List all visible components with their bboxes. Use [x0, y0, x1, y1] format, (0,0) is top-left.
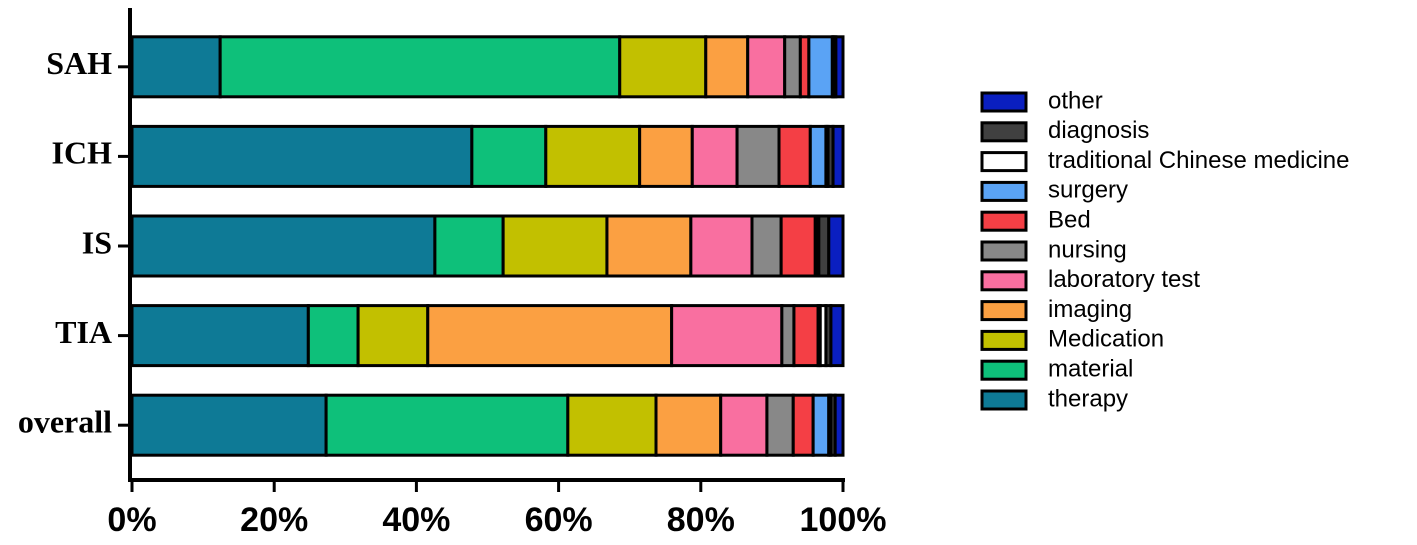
- bar-segment: [130, 304, 310, 368]
- bar-segment: [834, 35, 845, 99]
- bar-segment: [791, 393, 815, 457]
- legend-swatch: [980, 240, 1028, 262]
- bar-segment: [130, 214, 437, 278]
- bar-segment: [433, 214, 505, 278]
- legend-label: nursing: [1048, 236, 1127, 263]
- bar-segment: [779, 214, 817, 278]
- bar-segment: [618, 35, 708, 99]
- bar-segment: [811, 393, 831, 457]
- bar-segment: [750, 214, 783, 278]
- x-tick-label: 100%: [800, 501, 887, 539]
- x-tick-label: 40%: [382, 501, 450, 539]
- bar-segment: [777, 124, 812, 188]
- category-label: TIA: [55, 314, 112, 350]
- bar-segment: [130, 124, 474, 188]
- legend-label: surgery: [1048, 177, 1128, 204]
- bar-segment: [426, 304, 674, 368]
- bar-segment: [324, 393, 570, 457]
- legend-swatch: [980, 151, 1028, 173]
- bar-segment: [670, 304, 784, 368]
- legend-swatch: [980, 389, 1028, 411]
- legend-label: therapy: [1048, 385, 1128, 412]
- bar-segment: [765, 393, 795, 457]
- bar-segment: [831, 124, 845, 188]
- bar-segment: [689, 214, 754, 278]
- bar-segment: [827, 214, 845, 278]
- bar-segment: [829, 304, 845, 368]
- legend-label: material: [1048, 356, 1133, 383]
- bar-segment: [130, 393, 328, 457]
- bar-segment: [780, 304, 796, 368]
- bar-segment: [638, 124, 694, 188]
- bar-segment: [833, 393, 845, 457]
- legend-label: laboratory test: [1048, 266, 1200, 293]
- bar-segment: [808, 124, 828, 188]
- bar-segment: [470, 124, 548, 188]
- category-label: overall: [18, 404, 112, 440]
- bar-segment: [566, 393, 658, 457]
- legend-label: imaging: [1048, 296, 1132, 323]
- category-label: IS: [82, 224, 112, 260]
- legend-label: diagnosis: [1048, 117, 1149, 144]
- bar-segment: [719, 393, 769, 457]
- legend-swatch: [980, 270, 1028, 292]
- legend-label: Bed: [1048, 207, 1091, 234]
- bar-segment: [356, 304, 430, 368]
- x-tick-label: 0%: [107, 501, 156, 539]
- legend-swatch: [980, 329, 1028, 351]
- bar-segment: [792, 304, 820, 368]
- bar-segment: [218, 35, 622, 99]
- bar-segment: [690, 124, 739, 188]
- legend-swatch: [980, 91, 1028, 113]
- x-tick-label: 20%: [240, 501, 308, 539]
- legend-label: other: [1048, 87, 1103, 114]
- legend-swatch: [980, 121, 1028, 143]
- bar-segment: [735, 124, 781, 188]
- legend-swatch: [980, 210, 1028, 232]
- category-label: SAH: [46, 45, 112, 81]
- bar-segment: [605, 214, 693, 278]
- bar-segment: [130, 35, 222, 99]
- legend-swatch: [980, 359, 1028, 381]
- bar-segment: [807, 35, 834, 99]
- bar-segment: [544, 124, 642, 188]
- bar-segment: [306, 304, 360, 368]
- x-tick-label: 80%: [667, 501, 735, 539]
- bar-segment: [654, 393, 723, 457]
- bar-segment: [704, 35, 750, 99]
- bar-segment: [783, 35, 802, 99]
- bar-segment: [501, 214, 609, 278]
- legend-label: traditional Chinese medicine: [1048, 147, 1350, 174]
- x-tick-label: 60%: [525, 501, 593, 539]
- category-label: ICH: [52, 135, 113, 171]
- legend-swatch: [980, 300, 1028, 322]
- legend-label: Medication: [1048, 326, 1164, 353]
- legend-swatch: [980, 180, 1028, 202]
- bar-segment: [746, 35, 787, 99]
